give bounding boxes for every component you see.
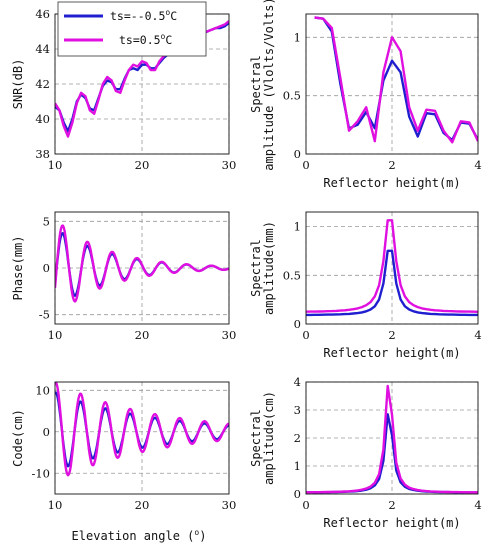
series-line-blue: [314, 16, 478, 142]
y-tick-label: 0.5: [283, 268, 301, 282]
y-axis-label: Spectral: [249, 55, 263, 113]
series-line-blue: [306, 249, 478, 317]
y-tick-label: 46: [35, 7, 50, 21]
x-tick-label: 0: [302, 328, 309, 342]
y-tick-label: 0: [294, 317, 301, 331]
y-axis-label: Code(cm): [11, 409, 25, 467]
panel-snr-spectrum: 0 2 4 0 0.5 1 Reflector height(m) Spectral ampli…: [249, 0, 482, 190]
series-line-magenta: [306, 219, 478, 313]
y-tick-label: 1: [294, 30, 301, 44]
y-tick-label: 5: [43, 214, 50, 228]
x-tick-label: 4: [474, 328, 481, 342]
axes-frame: [305, 211, 479, 325]
y-tick-label: 44: [35, 42, 50, 56]
y-axis-label: Phase(mm): [11, 235, 25, 300]
y-tick-label: -10: [31, 466, 50, 480]
x-tick-label: 30: [222, 498, 237, 512]
x-tick-label: 10: [48, 158, 63, 172]
y-tick-label: 0: [294, 147, 301, 161]
y-axis-label-line2: amplitude(mm): [262, 221, 276, 315]
y-tick-label: 3: [294, 403, 301, 417]
y-tick-label: 0: [43, 261, 50, 275]
x-tick-label: 4: [474, 158, 481, 172]
x-tick-label: 0: [302, 158, 309, 172]
x-axis-label: Reflector height(m): [323, 346, 460, 360]
y-tick-label: 10: [35, 383, 50, 397]
y-tick-label: 4: [294, 375, 301, 389]
y-tick-label: -5: [39, 308, 50, 322]
x-tick-label: 30: [222, 158, 237, 172]
legend-label-1: ts=--0.5oC: [110, 8, 177, 23]
x-tick-label: 10: [48, 498, 63, 512]
series-line-magenta: [55, 224, 229, 303]
axes-frame: [54, 211, 230, 325]
x-tick-label: 2: [388, 158, 395, 172]
y-tick-label: 0: [43, 425, 50, 439]
series-line-magenta: [314, 16, 478, 144]
y-tick-label: 2: [294, 431, 301, 445]
panel-code: 10 20 30 -10 0 10 Code(cm): [11, 381, 237, 512]
elevation-angle-label: Elevation angle (o): [72, 528, 207, 543]
x-axis-label: Reflector height(m): [323, 176, 460, 190]
axes-frame: [305, 381, 479, 495]
x-tick-label: 20: [135, 158, 150, 172]
series-line-magenta: [306, 384, 478, 494]
y-axis-label-line2: amplitude(cm): [262, 391, 276, 485]
panel-phase-spectrum: 0 2 4 0 0.5 1 Reflector height(m) Spectral ampli…: [249, 211, 482, 360]
panel-snr: 10 20 30 38 40 42 44 46 SNR(dB): [11, 7, 236, 172]
axes-frame: [54, 381, 230, 495]
y-tick-label: 40: [35, 112, 50, 126]
y-tick-label: 38: [35, 147, 50, 161]
x-tick-label: 4: [474, 498, 481, 512]
x-tick-label: 2: [388, 498, 395, 512]
legend: ts=--0.5oC ts=0.5oC: [57, 1, 207, 57]
axes-frame: [305, 13, 479, 155]
x-tick-label: 2: [388, 328, 395, 342]
y-tick-label: 1: [294, 220, 301, 234]
y-axis-label-line2: amplitude (Vlolts/Volts): [262, 0, 276, 171]
panel-code-spectrum: 0 2 4 0 1 2 3 4 Reflector height(m) Spectral ampli…: [249, 375, 482, 530]
panel-phase: 10 20 30 -5 0 5 Phase(mm): [11, 211, 237, 342]
x-tick-label: 20: [135, 328, 150, 342]
series-line-magenta: [55, 382, 229, 477]
y-axis-label: Spectral: [249, 239, 263, 297]
y-axis-label: Spectral: [249, 409, 263, 467]
y-tick-label: 0: [294, 487, 301, 501]
y-tick-label: 0.5: [283, 89, 301, 103]
legend-box: [57, 1, 207, 57]
y-tick-label: 1: [294, 459, 301, 473]
legend-label-2: ts=0.5oC: [119, 32, 172, 47]
x-tick-label: 10: [48, 328, 63, 342]
x-tick-label: 30: [222, 328, 237, 342]
x-tick-label: 20: [135, 498, 150, 512]
x-tick-label: 0: [302, 498, 309, 512]
y-tick-label: 42: [35, 77, 50, 91]
y-axis-label: SNR(dB): [11, 59, 25, 110]
x-axis-label: Reflector height(m): [323, 516, 460, 530]
